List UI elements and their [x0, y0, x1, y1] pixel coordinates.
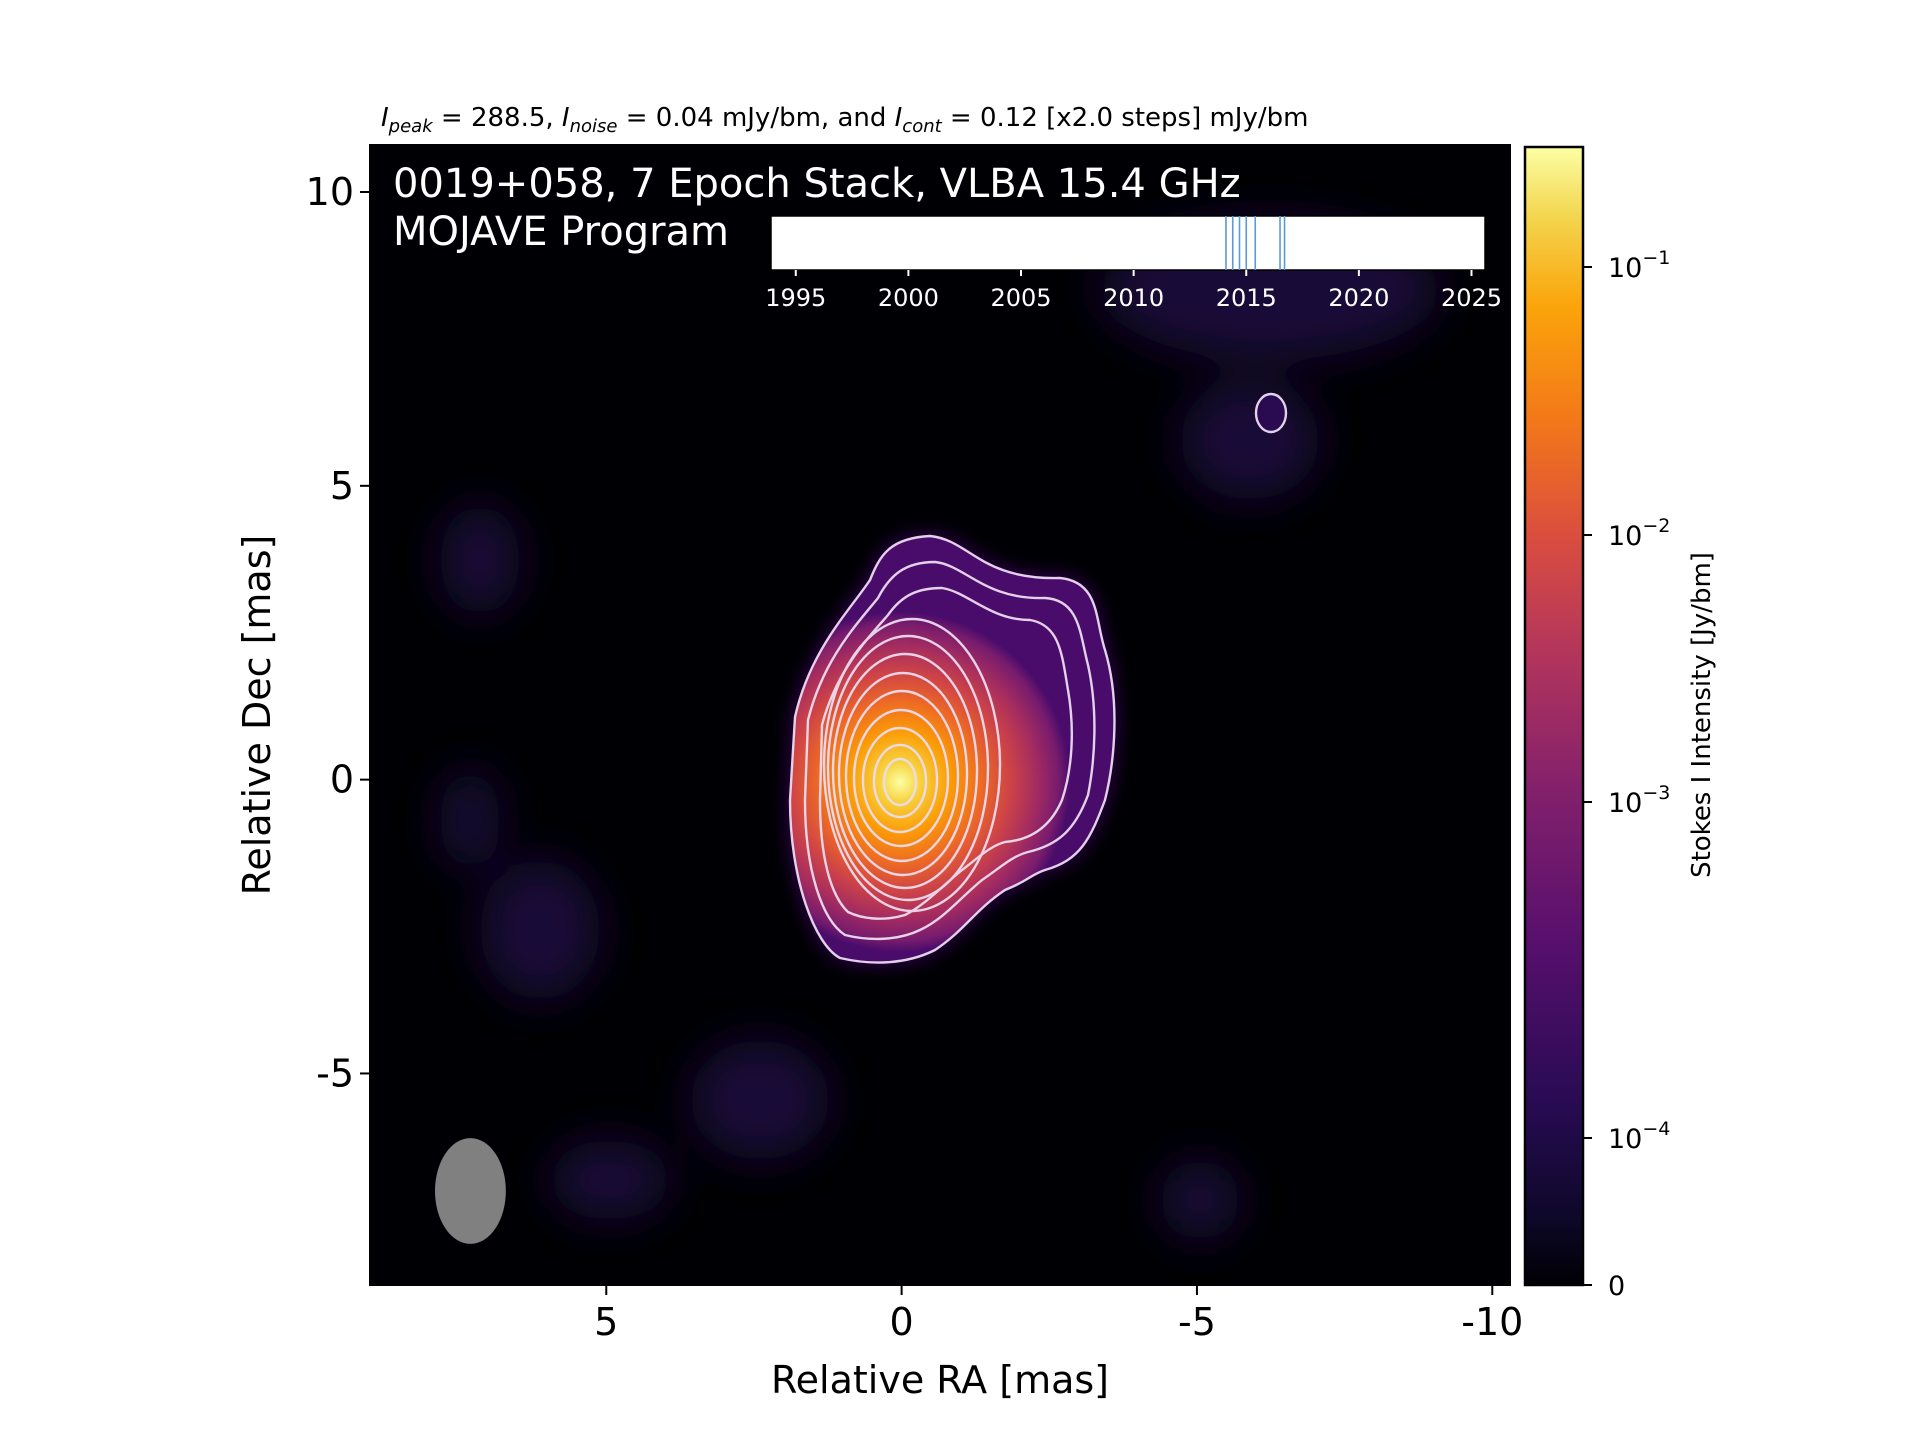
- contour-level-4: [822, 617, 1002, 913]
- colorbar-tick-label: 10−3: [1608, 782, 1670, 819]
- colorbar-tick-label: 10−1: [1608, 247, 1670, 284]
- contour-level-3: [818, 586, 1074, 920]
- x-tick-label: -5: [1178, 1300, 1216, 1344]
- colorbar: 10−1 10−2 10−3 10−4 0 Stokes I Intensity [Jy…: [1523, 145, 1717, 1302]
- contour-level-9: [852, 708, 950, 848]
- timeline-tick-label: 2000: [878, 284, 939, 312]
- overlay-title-line2: MOJAVE Program: [393, 209, 729, 255]
- cont-subscript: cont: [902, 116, 942, 137]
- colorbar-scale: [1523, 145, 1585, 1287]
- timeline-tick-label: 2010: [1103, 284, 1164, 312]
- y-tick-label: 5: [330, 464, 354, 508]
- y-tick-label: 10: [306, 170, 354, 214]
- timeline-ticks: 1995 2000 2005 2010 2015 2020 2025: [765, 270, 1502, 312]
- stats-line: Ipeak = 288.5, Inoise = 0.04 mJy/bm, and…: [381, 103, 1308, 137]
- x-axis-label: Relative RA [mas]: [771, 1358, 1109, 1402]
- timeline-tick-label: 2005: [990, 284, 1051, 312]
- cont-value: = 0.12 [x2.0 steps] mJy/bm: [942, 103, 1309, 133]
- jet-emission: [790, 536, 1115, 963]
- contour-level-6: [831, 652, 979, 890]
- timeline-epochs: [1225, 216, 1286, 270]
- noise-symbol: I: [562, 103, 570, 133]
- y-tick-label: 0: [330, 758, 354, 802]
- timeline-tick-label: 2020: [1328, 284, 1389, 312]
- colorbar-tick-label: 0: [1608, 1271, 1625, 1302]
- colorbar-label: Stokes I Intensity [Jy/bm]: [1687, 552, 1717, 878]
- contour-level-5: [826, 634, 990, 902]
- contour-level-10: [861, 726, 939, 834]
- contour-level-2: [803, 560, 1096, 941]
- noise-blob: [1255, 393, 1287, 433]
- timeline-tick-label: 1995: [765, 284, 826, 312]
- noise-subscript: noise: [570, 116, 618, 137]
- contour-isolated: [1254, 392, 1288, 434]
- cont-symbol: I: [895, 103, 903, 133]
- timeline-tick-label: 2025: [1441, 284, 1502, 312]
- peak-value: = 288.5,: [433, 103, 562, 133]
- image-panel: 0019+058, 7 Epoch Stack, VLBA 15.4 GHz M…: [370, 145, 1510, 1285]
- overlay-title-line1: 0019+058, 7 Epoch Stack, VLBA 15.4 GHz: [393, 161, 1241, 207]
- timeline-tick-label: 2015: [1216, 284, 1277, 312]
- colorbar-tick-label: 10−4: [1608, 1118, 1670, 1155]
- y-axis-label: Relative Dec [mas]: [235, 535, 279, 896]
- epoch-timeline: 1995 2000 2005 2010 2015 2020 2025: [765, 215, 1502, 312]
- peak-symbol: I: [381, 103, 389, 133]
- contour-level-12: [882, 757, 918, 807]
- timeline-box: [770, 215, 1486, 271]
- x-tick-label: -10: [1461, 1300, 1523, 1344]
- colorbar-tick-label: 10−2: [1608, 515, 1670, 552]
- y-tick-label: -5: [316, 1051, 354, 1095]
- x-tick-label: 5: [594, 1300, 618, 1344]
- y-axis-ticks: 10 5 0 -5: [306, 170, 370, 1095]
- colorbar-ticks: 10−1 10−2 10−3 10−4 0: [1583, 247, 1670, 1302]
- contour-level-11: [872, 743, 928, 819]
- x-axis-ticks: 5 0 -5 -10: [594, 1285, 1523, 1344]
- contours: [788, 392, 1288, 964]
- beam-ellipse: [434, 1138, 506, 1244]
- image-frame: [369, 144, 1511, 1286]
- contour-level-8: [844, 689, 960, 863]
- contour-level-1: [788, 534, 1116, 964]
- x-tick-label: 0: [890, 1300, 914, 1344]
- contour-level-7: [837, 671, 969, 877]
- peak-subscript: peak: [388, 116, 435, 137]
- noise-value: = 0.04 mJy/bm, and: [617, 103, 894, 133]
